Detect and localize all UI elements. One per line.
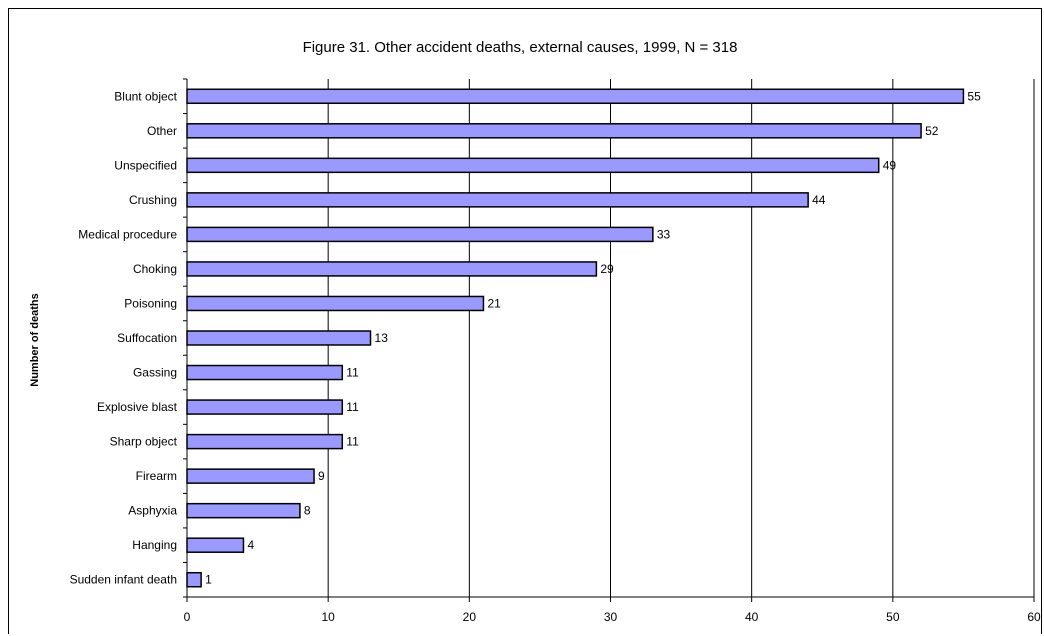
bar [186, 261, 598, 277]
chart-title: Figure 31. Other accident deaths, extern… [303, 39, 738, 56]
category-label: Firearm [136, 469, 177, 483]
bar [186, 123, 922, 139]
category-label: Asphyxia [128, 504, 177, 518]
x-tick-label: 30 [604, 610, 618, 624]
data-label: 55 [967, 89, 981, 103]
category-label: Suffocation [117, 331, 177, 345]
data-label: 44 [812, 193, 826, 207]
bar [186, 433, 344, 450]
data-label: 9 [318, 469, 325, 483]
data-label: 49 [883, 158, 897, 172]
chart-frame [8, 8, 1042, 634]
data-label: 29 [600, 262, 614, 276]
data-label: 11 [346, 435, 359, 449]
bar [186, 399, 344, 415]
data-label: 11 [346, 400, 359, 414]
data-label: 52 [925, 124, 939, 138]
category-label: Crushing [129, 193, 177, 207]
category-label: Unspecified [114, 158, 177, 172]
bar [186, 537, 245, 553]
data-label: 13 [375, 331, 389, 345]
x-tick-label: 50 [886, 610, 900, 624]
category-label: Medical procedure [78, 227, 177, 241]
labels: 0 10 20 30 40 50 60 Blunt object 55 Other 52 Unspec… [70, 89, 1041, 624]
bar [186, 330, 372, 346]
data-label: 1 [205, 573, 212, 587]
data-label: 8 [304, 504, 311, 518]
x-tick-label: 60 [1027, 610, 1041, 624]
category-label: Blunt object [114, 89, 177, 103]
grid-lines [327, 79, 1035, 597]
category-label: Sudden infant death [70, 573, 177, 587]
category-label: Other [147, 124, 177, 138]
category-label: Explosive blast [97, 400, 178, 414]
data-label: 11 [346, 366, 359, 380]
data-label: 21 [487, 296, 501, 310]
bar [186, 157, 880, 174]
x-tick-label: 20 [463, 610, 477, 624]
bar [186, 571, 202, 588]
bar [186, 226, 654, 243]
x-tick-label: 40 [745, 610, 759, 624]
category-label: Gassing [133, 366, 177, 380]
bar [186, 88, 965, 105]
bars [186, 88, 965, 588]
category-label: Sharp object [110, 435, 178, 449]
bar [186, 295, 485, 312]
data-label: 33 [657, 227, 671, 241]
category-label: Hanging [132, 538, 177, 552]
category-label: Choking [133, 262, 177, 276]
x-tick-label: 10 [321, 610, 335, 624]
bar [186, 192, 809, 208]
bar [186, 364, 344, 381]
bar [186, 502, 301, 519]
y-axis-title: Number of deaths [29, 293, 41, 387]
data-label: 4 [247, 538, 254, 552]
x-tick-label: 0 [184, 610, 191, 624]
bar [186, 468, 315, 484]
category-label: Poisoning [124, 296, 177, 310]
